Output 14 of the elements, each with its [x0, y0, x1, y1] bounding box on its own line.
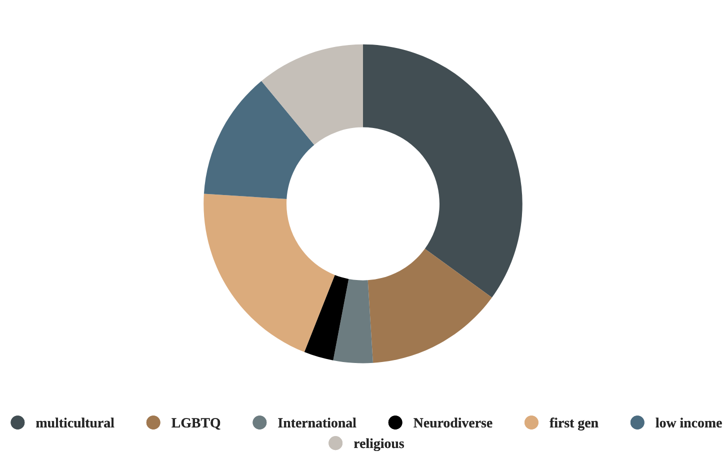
- donut-slice: [261, 44, 363, 145]
- donut-slice: [368, 248, 492, 363]
- donut-slice: [204, 81, 314, 200]
- legend-label: LGBTQ: [172, 418, 220, 430]
- donut-slice: [204, 194, 335, 352]
- donut-slice: [333, 278, 374, 364]
- legend-label: multicultural: [36, 418, 114, 428]
- legend-label: low income: [656, 418, 722, 428]
- legend-label: first gen: [550, 418, 598, 430]
- legend-label: International: [278, 418, 356, 428]
- donut-slice: [304, 274, 349, 360]
- legend-label: Neurodiverse: [414, 418, 492, 428]
- legend-label: religious: [354, 438, 404, 452]
- donut-slice: [363, 44, 522, 298]
